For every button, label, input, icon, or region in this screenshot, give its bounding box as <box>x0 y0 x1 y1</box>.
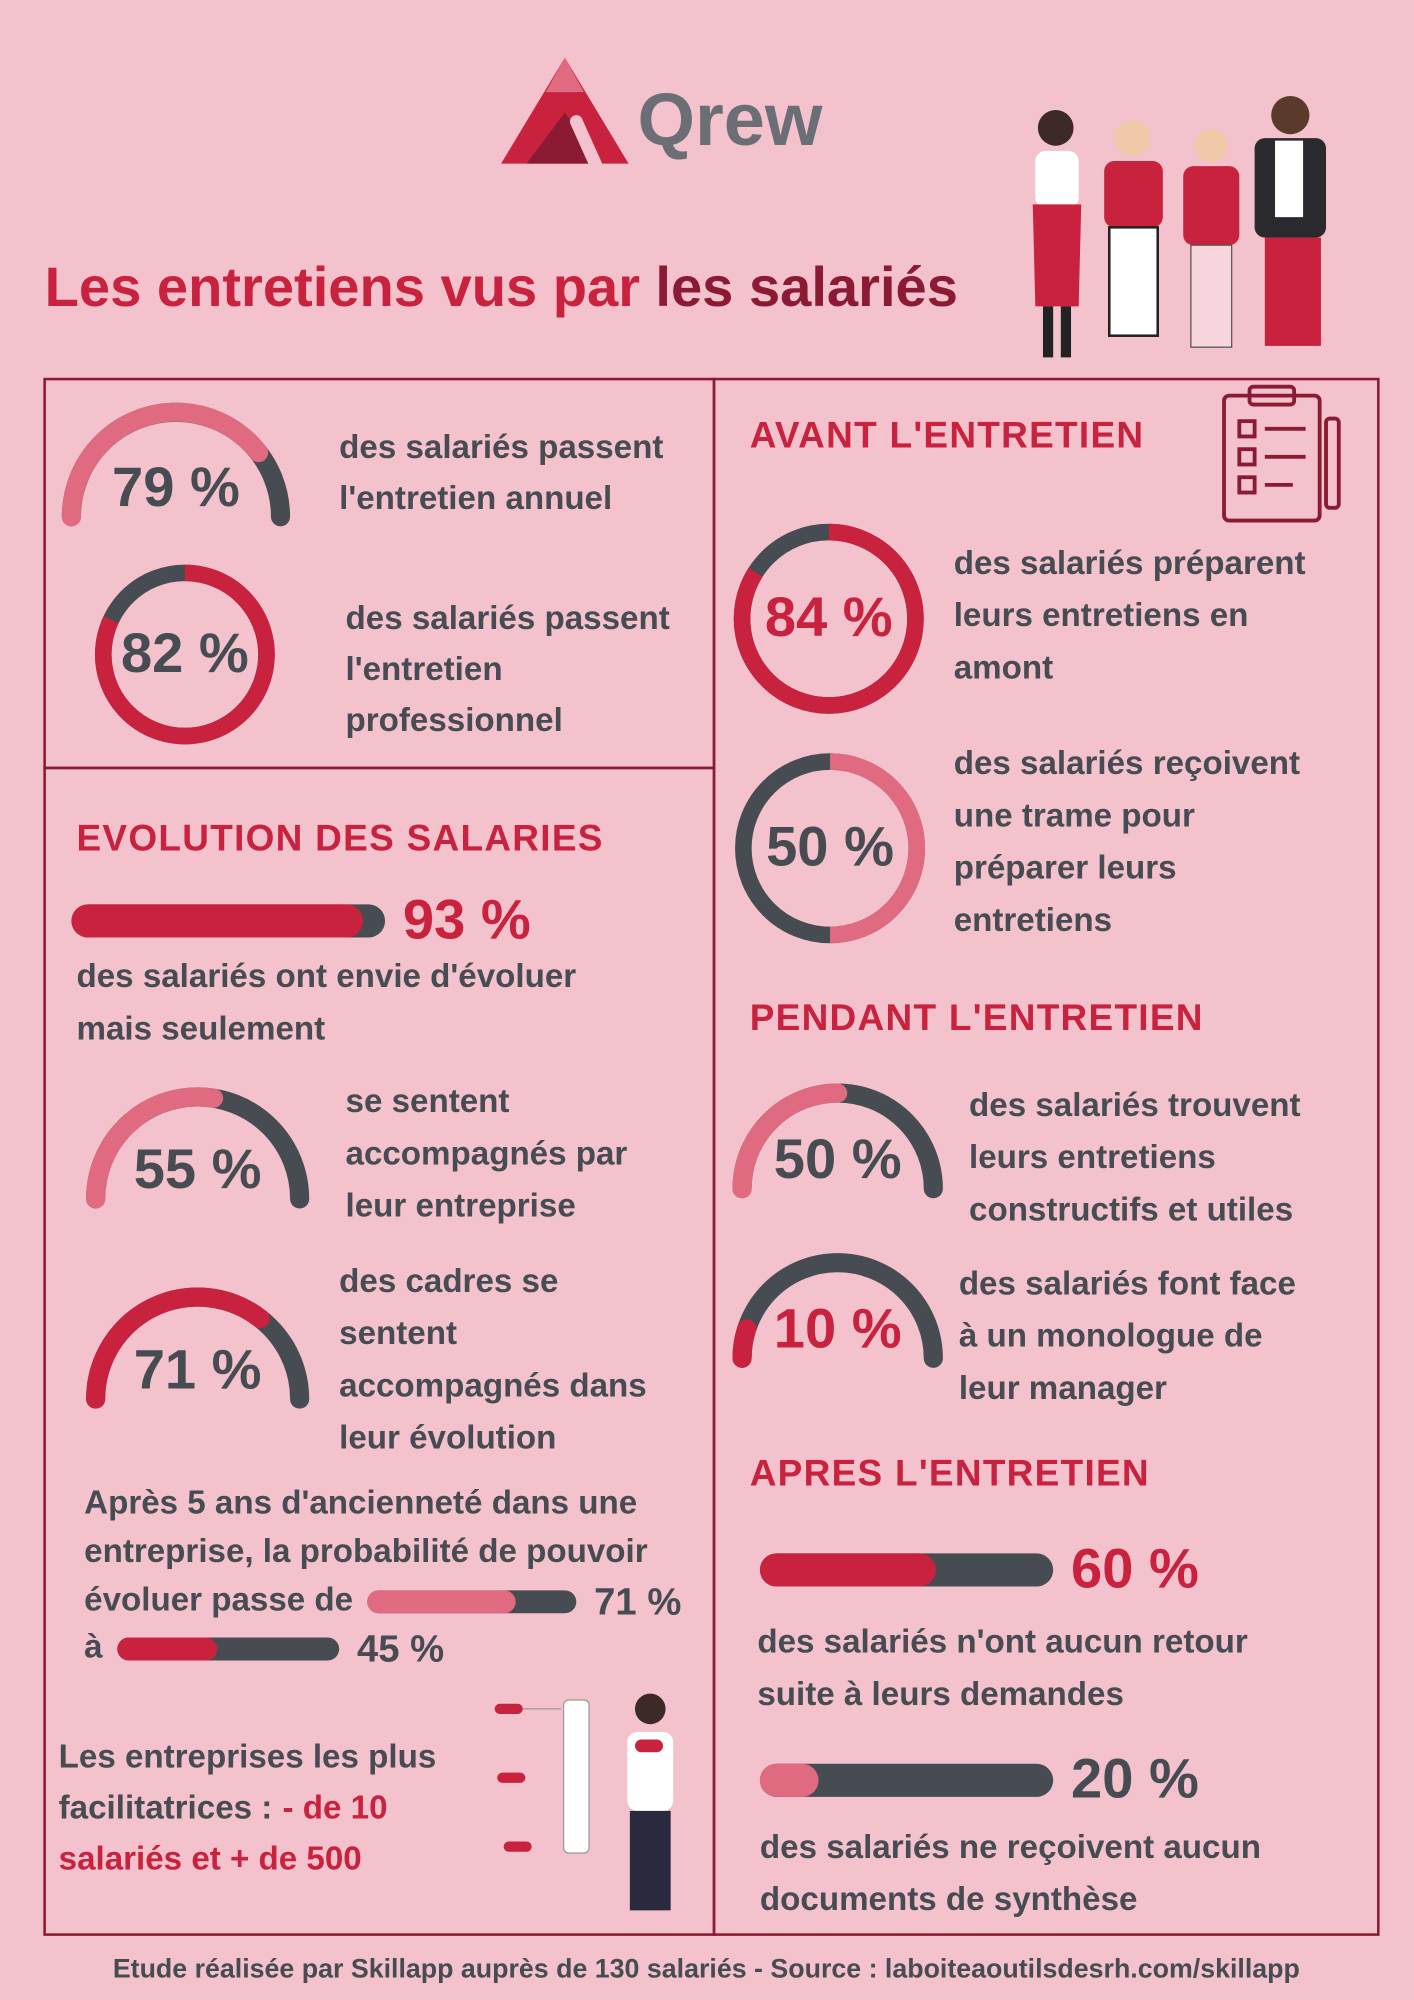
stat-text: des salariés ne reçoivent aucun <box>760 1829 1261 1866</box>
stat-text: entreprise, la probabilité de pouvoir <box>84 1533 648 1570</box>
bar-track <box>759 1763 1054 1797</box>
logo-text: Qrew <box>638 78 823 161</box>
stat-text: à un monologue de <box>959 1318 1263 1355</box>
ring-label: 82 % <box>121 621 249 684</box>
stat-text: des salariés reçoivent <box>954 745 1300 782</box>
bar-label: 71 % <box>594 1580 681 1623</box>
ring-value <box>829 753 926 944</box>
gauge-value <box>732 1083 848 1199</box>
stat-text: sentent <box>339 1315 457 1352</box>
stat-text: constructifs et utiles <box>969 1191 1293 1228</box>
woman-illustration <box>494 1693 674 1911</box>
stat-text: des salariés trouvent <box>969 1087 1301 1124</box>
gauge-label: 50 % <box>774 1127 902 1190</box>
ring-label: 84 % <box>765 585 893 648</box>
bar-value <box>759 1553 936 1587</box>
stat-text: amont <box>954 650 1053 687</box>
stat-text: l'entretien <box>346 651 503 688</box>
stat-text: leurs entretiens <box>969 1139 1216 1176</box>
bar-label: 45 % <box>357 1628 444 1671</box>
section-heading: AVANT L'ENTRETIEN <box>750 414 1145 455</box>
stat-text: documents de synthèse <box>760 1881 1138 1918</box>
title-emphasis: les salariés <box>655 255 958 318</box>
stat-text: leur manager <box>959 1370 1167 1407</box>
ring-value <box>95 564 275 745</box>
gauge-value <box>61 402 269 527</box>
people-illustration <box>1032 96 1327 358</box>
gauge-label: 71 % <box>134 1337 262 1400</box>
stat-text: des salariés passent <box>346 600 670 637</box>
bar-value <box>117 1637 218 1661</box>
stat-text: des cadres se <box>339 1263 558 1300</box>
gauge-label: 79 % <box>112 455 240 518</box>
gauge-value <box>732 1319 757 1368</box>
stat-text: suite à leurs demandes <box>757 1676 1124 1713</box>
stat-text: à <box>84 1629 103 1666</box>
gauge-track <box>732 1253 943 1368</box>
ring-value <box>733 523 924 714</box>
section-heading: PENDANT L'ENTRETIEN <box>750 997 1204 1038</box>
bar-label: 93 % <box>403 887 531 950</box>
section-heading: EVOLUTION DES SALARIES <box>77 817 604 858</box>
stat-text: une trame pour <box>954 797 1195 834</box>
footer: Etude réalisée par Skillapp auprès de 13… <box>113 1953 1300 1983</box>
stat-text: Après 5 ans d'ancienneté dans une <box>84 1485 637 1522</box>
stat-text: des salariés ont envie d'évoluer <box>77 958 577 995</box>
logo-mark <box>501 57 629 179</box>
ring-label: 50 % <box>766 815 894 878</box>
stat-text: leur évolution <box>339 1420 556 1457</box>
stat-text: mais seulement <box>77 1010 326 1047</box>
stat-text: leurs entretiens en <box>954 597 1249 634</box>
stat-text: accompagnés par <box>346 1135 628 1172</box>
gauge-value <box>86 1087 224 1209</box>
frames <box>43 377 1380 1936</box>
bar-value <box>367 1590 516 1614</box>
clipboard-icon <box>1222 384 1341 523</box>
stat-text: des salariés préparent <box>954 545 1306 582</box>
highlight-text: salariés et + de 500 <box>59 1840 362 1877</box>
stat-text: des salariés n'ont aucun retour <box>757 1624 1247 1661</box>
stat-text: facilitatrices : <box>59 1789 273 1826</box>
stat-text: entretiens <box>954 902 1112 939</box>
stat-text: préparer leurs <box>954 850 1177 887</box>
stat-text: des salariés font face <box>959 1265 1296 1302</box>
stat-text: des salariés passent <box>339 429 663 466</box>
bar-label: 60 % <box>1071 1536 1199 1599</box>
bar-label: 20 % <box>1071 1747 1199 1810</box>
stat-text: évoluer passe de <box>84 1582 353 1619</box>
stat-text: leur entreprise <box>346 1188 576 1225</box>
gauge-value <box>86 1287 270 1409</box>
highlight-text: - de 10 <box>283 1789 388 1826</box>
title: Les entretiens vus par <box>45 255 640 318</box>
stat-text: Les entreprises les plus <box>59 1738 437 1775</box>
stat-text: professionnel <box>346 702 563 739</box>
stat-text: se sentent <box>346 1083 510 1120</box>
stat-text: accompagnés dans <box>339 1367 647 1404</box>
bar-value <box>759 1763 819 1797</box>
stat-text: l'entretien annuel <box>339 480 612 517</box>
gauge-label: 10 % <box>774 1297 902 1360</box>
bar-value <box>71 904 364 938</box>
section-heading: APRES L'ENTRETIEN <box>750 1452 1150 1493</box>
gauge-label: 55 % <box>134 1137 262 1200</box>
